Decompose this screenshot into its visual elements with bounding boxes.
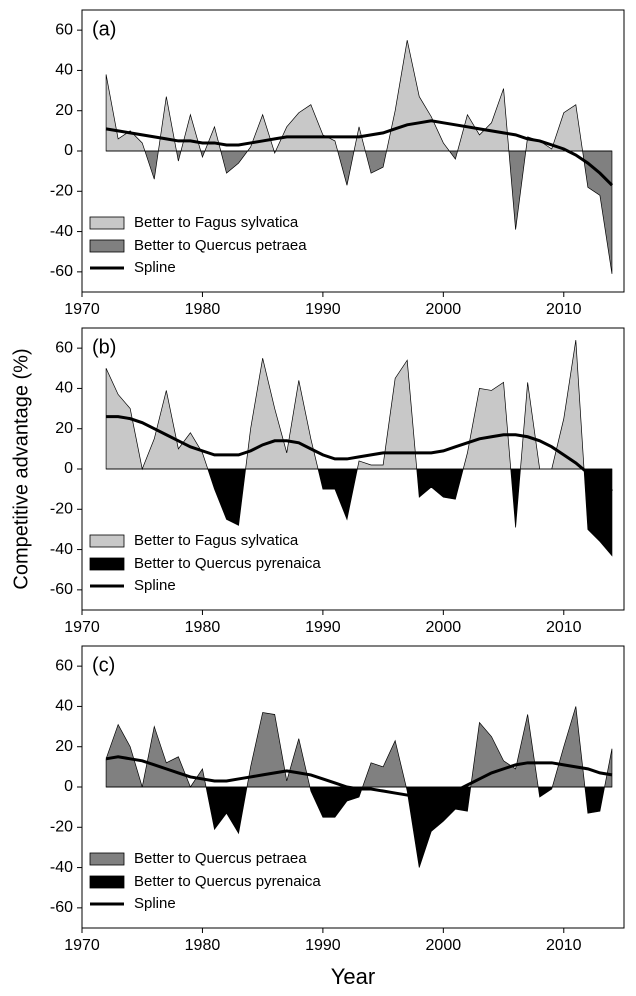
legend-label: Better to Quercus pyrenaica xyxy=(134,555,321,572)
spline xyxy=(105,755,613,799)
spline xyxy=(106,415,613,493)
y-tick-label: 20 xyxy=(55,102,73,119)
x-tick-label: 2000 xyxy=(426,937,462,954)
y-tick-label: -60 xyxy=(50,581,73,598)
y-tick-label: 0 xyxy=(64,142,73,159)
x-tick-label: 1980 xyxy=(185,937,221,954)
panel-label: (a) xyxy=(92,18,116,40)
y-tick-label: -40 xyxy=(50,223,73,240)
legend-label: Better to Fagus sylvatica xyxy=(134,214,299,231)
legend-swatch xyxy=(89,875,125,889)
y-tick-label: -40 xyxy=(50,859,73,876)
panel-label: (c) xyxy=(92,654,115,676)
y-tick-label: 0 xyxy=(64,460,73,477)
area-positive xyxy=(105,706,613,787)
y-axis-label: Competitive advantage (%) xyxy=(10,348,32,589)
legend-label: Better to Quercus pyrenaica xyxy=(134,873,321,890)
area-negative xyxy=(105,469,613,557)
y-tick-label: -20 xyxy=(50,501,73,518)
x-tick-label: 1990 xyxy=(305,301,341,318)
x-tick-label: 2000 xyxy=(426,619,462,636)
y-tick-label: 60 xyxy=(55,21,73,38)
y-tick-label: 20 xyxy=(55,738,73,755)
legend-label: Spline xyxy=(134,259,176,276)
x-tick-label: 1970 xyxy=(64,619,100,636)
area-positive xyxy=(105,340,613,469)
x-tick-label: 2010 xyxy=(546,937,582,954)
legend-label: Spline xyxy=(134,895,176,912)
y-tick-label: 40 xyxy=(55,698,73,715)
x-tick-label: 2000 xyxy=(426,301,462,318)
y-tick-label: -20 xyxy=(50,819,73,836)
x-axis-label: Year xyxy=(331,964,375,989)
y-tick-label: 0 xyxy=(64,778,73,795)
area-positive xyxy=(105,40,613,151)
spline xyxy=(105,119,614,187)
x-tick-label: 1970 xyxy=(64,301,100,318)
y-tick-label: -60 xyxy=(50,899,73,916)
y-tick-label: 40 xyxy=(55,380,73,397)
panel-label: (b) xyxy=(92,336,116,358)
x-tick-label: 1980 xyxy=(185,619,221,636)
x-tick-label: 1990 xyxy=(305,619,341,636)
legend-label: Spline xyxy=(134,577,176,594)
legend-label: Better to Quercus petraea xyxy=(134,850,307,867)
y-tick-label: -40 xyxy=(50,541,73,558)
legend-swatch xyxy=(89,557,125,571)
x-tick-label: 1990 xyxy=(305,937,341,954)
legend-swatch xyxy=(89,852,125,866)
legend-swatch xyxy=(89,216,125,230)
y-tick-label: 60 xyxy=(55,657,73,674)
x-tick-label: 1970 xyxy=(64,937,100,954)
y-tick-label: 40 xyxy=(55,62,73,79)
y-tick-label: 60 xyxy=(55,339,73,356)
legend-label: Better to Fagus sylvatica xyxy=(134,532,299,549)
y-tick-label: -20 xyxy=(50,183,73,200)
area-negative xyxy=(105,787,613,868)
x-tick-label: 2010 xyxy=(546,301,582,318)
y-tick-label: -60 xyxy=(50,263,73,280)
x-tick-label: 1980 xyxy=(185,301,221,318)
legend-label: Better to Quercus petraea xyxy=(134,237,307,254)
legend-swatch xyxy=(89,534,125,548)
legend-swatch xyxy=(89,239,125,253)
y-tick-label: 20 xyxy=(55,420,73,437)
x-tick-label: 2010 xyxy=(546,619,582,636)
